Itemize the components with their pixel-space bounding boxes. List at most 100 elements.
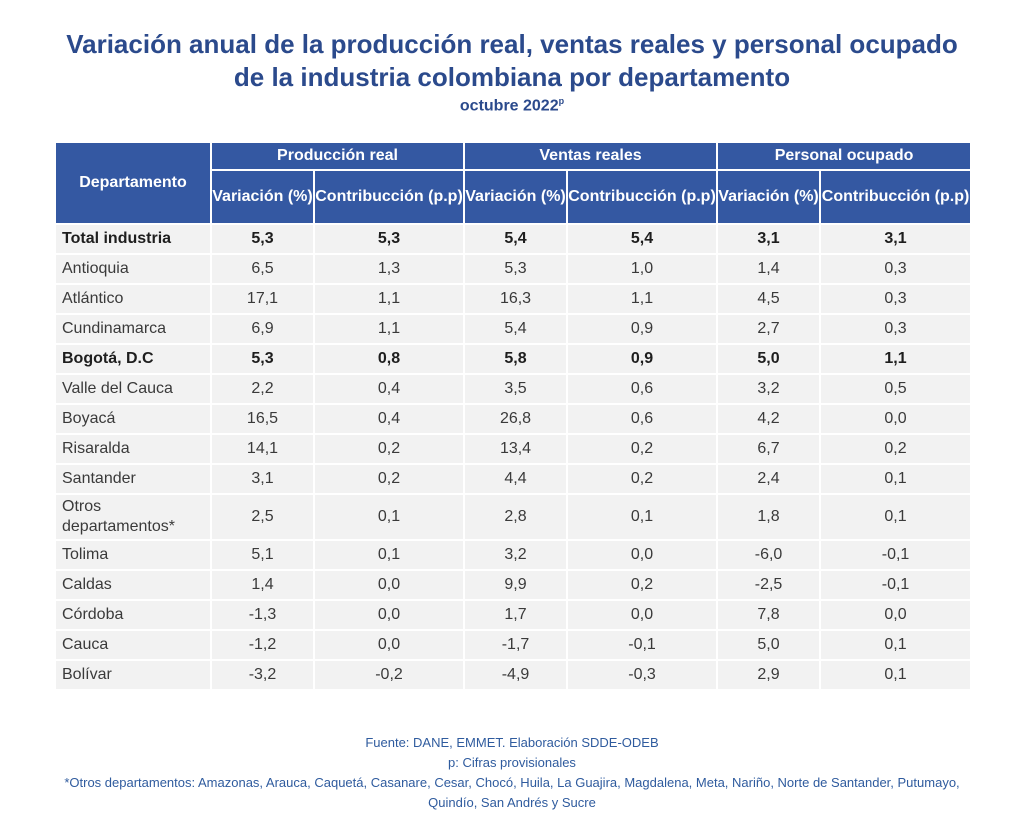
cell-production-variation: 5,3: [212, 345, 313, 373]
cell-employment-contribution: 1,1: [821, 345, 971, 373]
cell-sales-variation: 5,8: [465, 345, 567, 373]
row-department: Cauca: [56, 631, 210, 659]
cell-employment-variation: 5,0: [718, 345, 820, 373]
title-line-2: de la industria colombiana por departame…: [233, 62, 791, 92]
header-department: Departamento: [56, 143, 210, 223]
title-line-1: Variación anual de la producción real, v…: [66, 29, 958, 59]
others-note: *Otros departamentos: Amazonas, Arauca, …: [64, 775, 960, 810]
cell-production-contribution: 0,4: [315, 405, 464, 433]
cell-production-contribution: 0,2: [315, 435, 464, 463]
cell-employment-variation: 2,7: [718, 315, 820, 343]
cell-sales-contribution: 0,0: [568, 541, 717, 569]
row-department: Total industria: [56, 225, 210, 253]
cell-sales-contribution: 0,2: [568, 465, 717, 493]
cell-production-contribution: 0,1: [315, 495, 464, 539]
cell-production-contribution: 0,1: [315, 541, 464, 569]
cell-employment-contribution: 0,0: [821, 601, 971, 629]
chart-subtitle: octubre 2022p: [0, 96, 1024, 115]
cell-production-contribution: 0,2: [315, 465, 464, 493]
cell-sales-variation: 2,8: [465, 495, 567, 539]
header-group-sales: Ventas reales: [465, 143, 717, 169]
cell-sales-variation: 5,4: [465, 315, 567, 343]
cell-sales-variation: 13,4: [465, 435, 567, 463]
table-row: Otros departamentos* 2,5 0,1 2,8 0,1 1,8 0,1: [56, 495, 971, 539]
subtitle-provisional-mark: p: [558, 96, 565, 106]
cell-sales-contribution: 5,4: [568, 225, 717, 253]
header-contribution: Contribucción (p.p): [821, 171, 971, 223]
table-row: Córdoba -1,3 0,0 1,7 0,0 7,8 0,0: [56, 601, 971, 629]
table-row: Tolima 5,1 0,1 3,2 0,0 -6,0 -0,1: [56, 541, 971, 569]
cell-production-contribution: 0,0: [315, 571, 464, 599]
cell-production-variation: 14,1: [212, 435, 313, 463]
table-row: Bolívar -3,2 -0,2 -4,9 -0,3 2,9 0,1: [56, 661, 971, 689]
cell-employment-contribution: 0,3: [821, 255, 971, 283]
cell-employment-contribution: -0,1: [821, 571, 971, 599]
header-group-production: Producción real: [212, 143, 464, 169]
cell-employment-variation: 3,1: [718, 225, 820, 253]
table-row: Atlántico 17,1 1,1 16,3 1,1 4,5 0,3: [56, 285, 971, 313]
cell-sales-contribution: -0,3: [568, 661, 717, 689]
cell-production-contribution: 0,8: [315, 345, 464, 373]
cell-employment-variation: -2,5: [718, 571, 820, 599]
cell-employment-variation: 5,0: [718, 631, 820, 659]
cell-sales-variation: 9,9: [465, 571, 567, 599]
cell-employment-contribution: 0,5: [821, 375, 971, 403]
cell-production-variation: -3,2: [212, 661, 313, 689]
table-row: Valle del Cauca 2,2 0,4 3,5 0,6 3,2 0,5: [56, 375, 971, 403]
cell-production-variation: 16,5: [212, 405, 313, 433]
cell-employment-contribution: 0,1: [821, 465, 971, 493]
header-contribution: Contribucción (p.p): [315, 171, 464, 223]
row-department: Santander: [56, 465, 210, 493]
cell-sales-variation: -1,7: [465, 631, 567, 659]
row-department: Antioquia: [56, 255, 210, 283]
cell-sales-variation: 3,2: [465, 541, 567, 569]
cell-production-variation: 5,1: [212, 541, 313, 569]
table-row: Risaralda 14,1 0,2 13,4 0,2 6,7 0,2: [56, 435, 971, 463]
cell-production-contribution: 0,0: [315, 631, 464, 659]
row-department: Bolívar: [56, 661, 210, 689]
cell-production-variation: 3,1: [212, 465, 313, 493]
cell-sales-variation: 26,8: [465, 405, 567, 433]
cell-sales-contribution: 0,2: [568, 435, 717, 463]
row-department: Córdoba: [56, 601, 210, 629]
cell-employment-contribution: -0,1: [821, 541, 971, 569]
table-row: Santander 3,1 0,2 4,4 0,2 2,4 0,1: [56, 465, 971, 493]
row-department: Tolima: [56, 541, 210, 569]
cell-employment-variation: 6,7: [718, 435, 820, 463]
chart-title: Variación anual de la producción real, v…: [0, 28, 1024, 94]
row-department: Bogotá, D.C: [56, 345, 210, 373]
cell-employment-variation: 4,5: [718, 285, 820, 313]
table-body: Total industria 5,3 5,3 5,4 5,4 3,1 3,1 Antioqu…: [56, 225, 971, 689]
cell-sales-variation: 4,4: [465, 465, 567, 493]
cell-sales-variation: -4,9: [465, 661, 567, 689]
row-department: Risaralda: [56, 435, 210, 463]
cell-employment-contribution: 3,1: [821, 225, 971, 253]
cell-employment-variation: 4,2: [718, 405, 820, 433]
cell-sales-contribution: 0,0: [568, 601, 717, 629]
row-department: Atlántico: [56, 285, 210, 313]
cell-employment-variation: 3,2: [718, 375, 820, 403]
row-department: Valle del Cauca: [56, 375, 210, 403]
header-group-employment: Personal ocupado: [718, 143, 971, 169]
header-variation: Variación (%): [465, 171, 567, 223]
cell-sales-contribution: 0,1: [568, 495, 717, 539]
cell-production-variation: -1,3: [212, 601, 313, 629]
cell-production-contribution: 1,1: [315, 315, 464, 343]
row-department: Caldas: [56, 571, 210, 599]
cell-production-variation: 2,5: [212, 495, 313, 539]
cell-sales-variation: 3,5: [465, 375, 567, 403]
cell-employment-variation: 1,8: [718, 495, 820, 539]
table-row: Cundinamarca 6,9 1,1 5,4 0,9 2,7 0,3: [56, 315, 971, 343]
table-row: Caldas 1,4 0,0 9,9 0,2 -2,5 -0,1: [56, 571, 971, 599]
header-variation: Variación (%): [718, 171, 820, 223]
cell-production-variation: 5,3: [212, 225, 313, 253]
cell-employment-contribution: 0,3: [821, 285, 971, 313]
table-row: Total industria 5,3 5,3 5,4 5,4 3,1 3,1: [56, 225, 971, 253]
cell-production-variation: 6,9: [212, 315, 313, 343]
cell-sales-contribution: 0,6: [568, 405, 717, 433]
cell-production-variation: -1,2: [212, 631, 313, 659]
cell-production-contribution: -0,2: [315, 661, 464, 689]
table-row: Bogotá, D.C 5,3 0,8 5,8 0,9 5,0 1,1: [56, 345, 971, 373]
cell-employment-contribution: 0,1: [821, 661, 971, 689]
cell-employment-contribution: 0,1: [821, 631, 971, 659]
